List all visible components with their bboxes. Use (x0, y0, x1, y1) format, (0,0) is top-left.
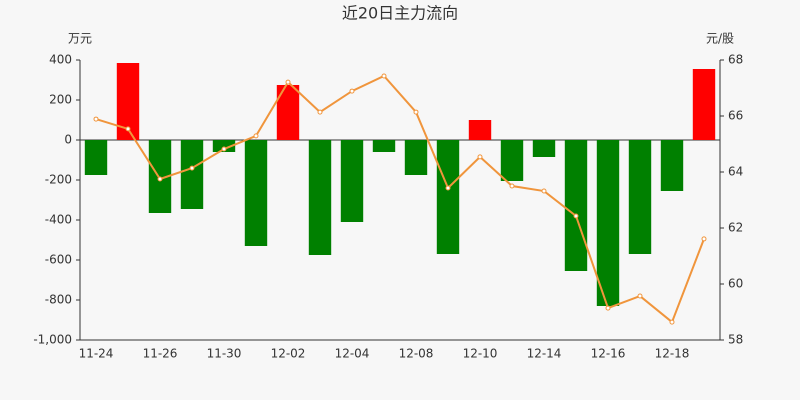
y2-tick-label: 68 (728, 53, 743, 67)
price-point (669, 319, 675, 325)
price-point (701, 236, 707, 242)
x-tick-label: 12-10 (463, 347, 498, 361)
x-tick-label: 11-26 (143, 347, 178, 361)
y-tick-label: 400 (49, 53, 72, 67)
y-tick-label: 200 (49, 93, 72, 107)
bar (212, 140, 236, 152)
x-tick-label: 12-08 (399, 347, 434, 361)
x-tick-label: 11-24 (79, 347, 114, 361)
y2-tick-label: 66 (728, 109, 743, 123)
y2-tick-label: 58 (728, 333, 743, 347)
y-axis-unit: 万元 (68, 32, 92, 46)
price-line (95, 74, 705, 324)
y-tick-label: -800 (45, 293, 72, 307)
bar (180, 140, 204, 209)
bar (372, 140, 396, 152)
y-tick-label: -400 (45, 213, 72, 227)
bar (116, 63, 140, 140)
bar (340, 140, 364, 222)
price-point (157, 176, 163, 182)
price-point (189, 165, 195, 171)
x-tick-label: 12-18 (655, 347, 690, 361)
bar (436, 140, 460, 254)
bar (84, 140, 108, 175)
bar (532, 140, 556, 157)
price-point (285, 79, 291, 85)
price-point (253, 133, 259, 139)
y2-tick-label: 62 (728, 221, 743, 235)
x-tick-label: 12-14 (527, 347, 562, 361)
price-point (125, 126, 131, 132)
price-point (541, 188, 547, 194)
bar (564, 140, 588, 271)
bar (244, 140, 268, 246)
bar (404, 140, 428, 175)
y2-axis-unit: 元/股 (706, 32, 734, 46)
price-point (477, 154, 483, 160)
bar (660, 140, 684, 191)
price-point (637, 293, 643, 299)
price-point (509, 183, 515, 189)
y-tick-label: -200 (45, 173, 72, 187)
bar (628, 140, 652, 254)
y-tick-label: 0 (64, 133, 72, 147)
bar (468, 120, 492, 140)
x-tick-label: 12-02 (271, 347, 306, 361)
price-point (413, 109, 419, 115)
price-point (93, 116, 99, 122)
price-point (605, 305, 611, 311)
x-tick-label: 12-16 (591, 347, 626, 361)
bar (692, 69, 716, 140)
bar (596, 140, 620, 306)
bar (500, 140, 524, 181)
price-point (445, 185, 451, 191)
x-tick-label: 11-30 (207, 347, 242, 361)
price-point (381, 73, 387, 79)
bar (308, 140, 332, 255)
bar (276, 85, 300, 140)
y2-tick-label: 60 (728, 277, 743, 291)
price-point (349, 88, 355, 94)
price-point (573, 213, 579, 219)
chart-title: 近20日主力流向 (342, 4, 458, 23)
x-tick-label: 12-04 (335, 347, 370, 361)
price-point (317, 109, 323, 115)
y-tick-label: -1,000 (33, 333, 72, 347)
price-point (221, 146, 227, 152)
y2-tick-label: 64 (728, 165, 743, 179)
y-tick-label: -600 (45, 253, 72, 267)
